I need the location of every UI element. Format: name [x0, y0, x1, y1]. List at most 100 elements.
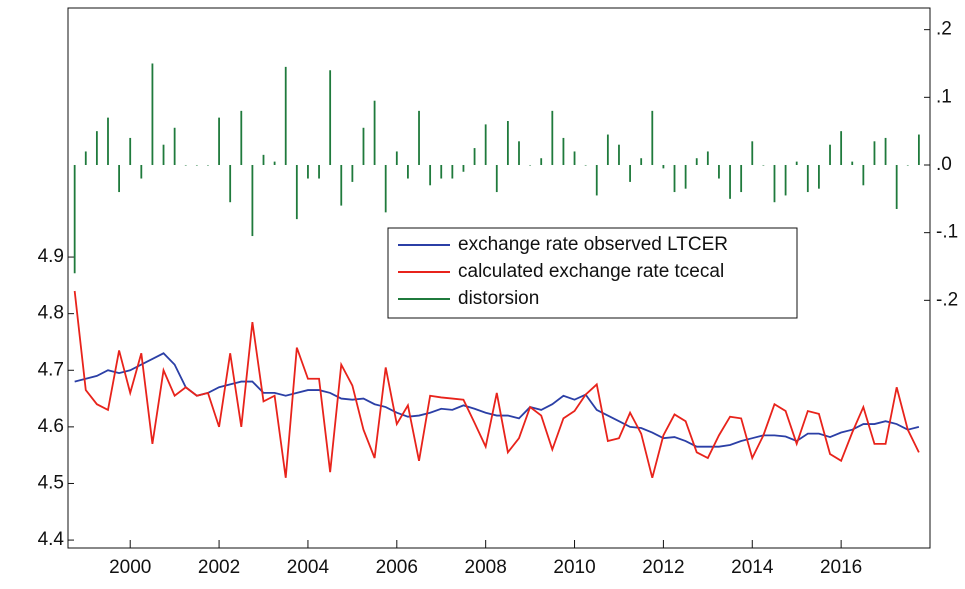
bar: [362, 127, 365, 165]
bar: [851, 161, 854, 165]
bar: [573, 151, 576, 165]
bar: [784, 164, 787, 196]
bar: [673, 164, 676, 193]
bar: [795, 161, 798, 165]
bar: [762, 164, 765, 166]
bar: [440, 164, 443, 179]
y2-tick-label: .0: [936, 154, 952, 175]
y-tick-label: 4.9: [38, 246, 64, 267]
bar: [151, 63, 154, 165]
y-tick-label: 4.5: [38, 472, 64, 493]
bar: [606, 134, 609, 165]
bar: [495, 164, 498, 193]
legend-label: distorsion: [458, 288, 539, 309]
bar: [140, 164, 143, 179]
y2-tick-label: .2: [936, 19, 952, 40]
bar: [240, 110, 243, 165]
x-tick-label: 2004: [287, 557, 330, 578]
bar: [429, 164, 432, 186]
bar: [640, 158, 643, 165]
bar: [395, 151, 398, 165]
bar: [262, 154, 265, 165]
bar: [684, 164, 687, 189]
bar: [451, 164, 454, 179]
bar: [329, 70, 332, 165]
bar: [173, 127, 176, 165]
bar: [184, 164, 187, 166]
bar: [662, 164, 665, 169]
bar: [218, 117, 220, 165]
x-tick-label: 2014: [731, 557, 774, 578]
bar: [384, 164, 387, 213]
x-tick-label: 2016: [820, 557, 862, 578]
bar: [551, 110, 554, 165]
bar: [651, 110, 654, 165]
bar: [529, 164, 532, 166]
bar: [862, 164, 865, 186]
x-tick-label: 2012: [642, 557, 684, 578]
bar: [818, 164, 820, 189]
bar: [806, 164, 809, 193]
bar: [251, 164, 254, 237]
bar: [418, 110, 420, 165]
bar: [595, 164, 598, 196]
bar: [73, 164, 76, 274]
bar: [307, 164, 309, 179]
bar: [473, 148, 476, 165]
bar: [906, 164, 909, 166]
bar: [706, 151, 709, 165]
bar: [629, 164, 631, 182]
y2-tick-label: .1: [936, 86, 952, 107]
bar: [718, 164, 720, 179]
bar: [84, 151, 87, 165]
bar: [895, 164, 898, 209]
bar: [829, 144, 831, 165]
bar: [195, 164, 198, 166]
bar: [129, 137, 132, 165]
bar: [506, 121, 509, 165]
bar: [340, 164, 343, 206]
bar: [584, 164, 587, 166]
bar: [518, 141, 520, 165]
bar: [618, 144, 620, 165]
x-tick-label: 2002: [198, 557, 240, 578]
line: [73, 290, 920, 479]
bar: [284, 66, 287, 165]
bar: [873, 141, 876, 165]
bar: [295, 164, 298, 220]
bar: [540, 158, 543, 165]
bar: [373, 100, 376, 165]
legend-label: calculated exchange rate tcecal: [458, 261, 724, 282]
bar: [273, 161, 276, 165]
y2-tick-label: -.1: [936, 222, 958, 243]
legend-box: [387, 227, 798, 319]
bar: [118, 164, 120, 193]
bar: [840, 131, 843, 165]
y-tick-label: 4.4: [38, 529, 65, 550]
y2-tick-label: -.2: [936, 289, 958, 310]
bar: [318, 164, 320, 179]
x-tick-label: 2010: [553, 557, 595, 578]
bar: [562, 137, 565, 165]
plot-frame: [67, 7, 931, 549]
bar: [751, 141, 754, 165]
y-tick-label: 4.6: [38, 416, 64, 437]
x-tick-label: 2006: [376, 557, 418, 578]
bar: [884, 137, 887, 165]
bar: [407, 164, 409, 179]
bar: [462, 164, 465, 172]
bar: [484, 124, 487, 165]
bar: [740, 164, 743, 193]
bar: [207, 164, 209, 166]
bar: [773, 164, 776, 203]
line: [74, 352, 920, 448]
bar: [695, 158, 698, 165]
legend-label: exchange rate observed LTCER: [458, 234, 728, 255]
legend: exchange rate observed LTCER calculated e…: [387, 227, 798, 319]
y-tick-label: 4.7: [38, 359, 64, 380]
bar: [162, 144, 165, 165]
bar: [917, 134, 920, 165]
x-tick-label: 2008: [465, 557, 507, 578]
